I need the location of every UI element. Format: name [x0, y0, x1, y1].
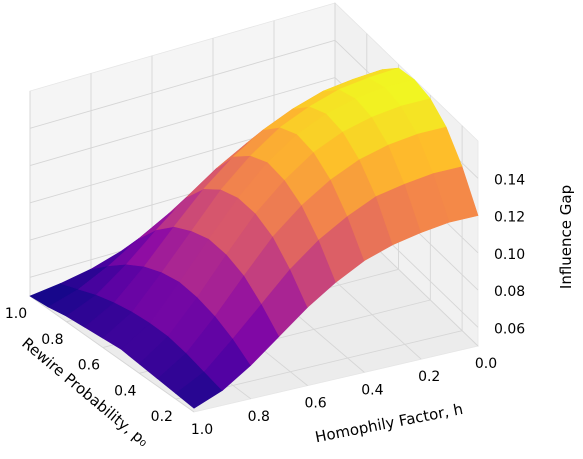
- x-tick-label: 0.8: [248, 409, 270, 425]
- z-tick-label: 0.08: [494, 284, 525, 300]
- x-tick-label: 1.0: [191, 422, 213, 438]
- gridline-h: [29, 295, 195, 413]
- z-tick-label: 0.12: [494, 210, 525, 226]
- surface-patch: [433, 166, 479, 223]
- z-tick-label: 0.06: [494, 321, 525, 337]
- gridline-z: [29, 77, 336, 166]
- y-tick-label: 0.6: [78, 358, 100, 374]
- x-tick-label: 0.0: [475, 356, 497, 372]
- y-tick-label: 0.2: [151, 409, 173, 425]
- tick-marks: 1.0 0.8 0.6 0.4 0.2 0.0 1.0 0.8 0.6 0.4 0.2 0.06 0.0…: [5, 172, 525, 438]
- y-tick-label: 1.0: [5, 306, 27, 322]
- surface-plot: [29, 67, 479, 409]
- gridline-z: [29, 39, 336, 129]
- x-tick-label: 0.4: [361, 382, 383, 398]
- z-axis-label: Influence Gap: [557, 185, 575, 289]
- z-tick-label: 0.10: [494, 247, 525, 263]
- z-tick-label: 0.14: [494, 172, 525, 188]
- y-tick-label: 0.4: [114, 383, 136, 399]
- x-tick-label: 0.6: [304, 396, 326, 412]
- x-axis-label: Homophily Factor, h: [314, 400, 465, 446]
- y-tick-label: 0.8: [41, 332, 63, 348]
- x-tick-label: 0.2: [418, 369, 440, 385]
